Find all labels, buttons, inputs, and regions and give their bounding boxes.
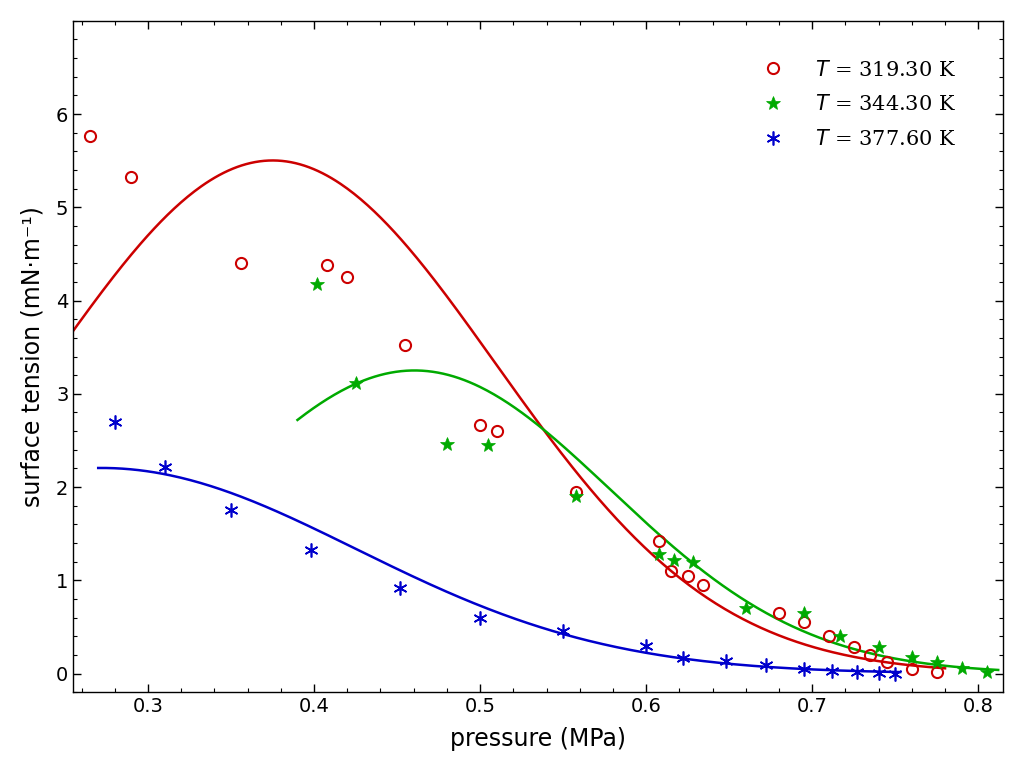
- Legend: $T$ = 319.30 K, $T$ = 344.30 K, $T$ = 377.60 K: $T$ = 319.30 K, $T$ = 344.30 K, $T$ = 37…: [744, 52, 965, 157]
- X-axis label: pressure (MPa): pressure (MPa): [451, 727, 627, 751]
- Y-axis label: surface tension (mN·m⁻¹): surface tension (mN·m⁻¹): [20, 206, 45, 507]
